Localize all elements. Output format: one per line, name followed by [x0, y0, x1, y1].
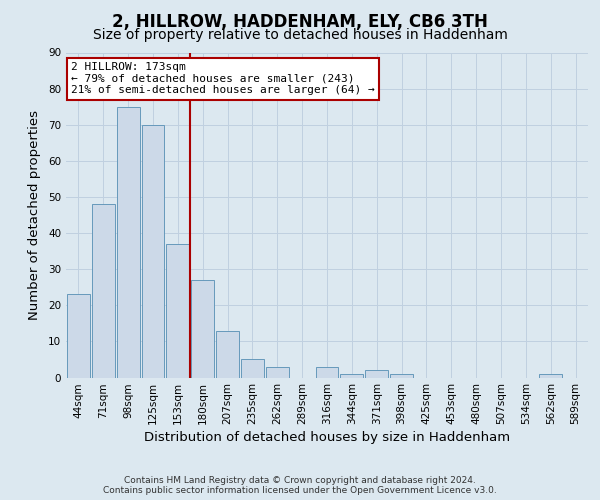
Bar	[117, 106, 140, 378]
Bar	[67, 294, 90, 378]
Bar	[142, 124, 164, 378]
Bar	[365, 370, 388, 378]
Text: Contains HM Land Registry data © Crown copyright and database right 2024.
Contai: Contains HM Land Registry data © Crown c…	[103, 476, 497, 495]
Bar	[266, 366, 289, 378]
Bar	[241, 360, 264, 378]
X-axis label: Distribution of detached houses by size in Haddenham: Distribution of detached houses by size …	[144, 432, 510, 444]
Bar	[390, 374, 413, 378]
Bar	[316, 366, 338, 378]
Bar	[191, 280, 214, 378]
Text: 2 HILLROW: 173sqm
← 79% of detached houses are smaller (243)
21% of semi-detache: 2 HILLROW: 173sqm ← 79% of detached hous…	[71, 62, 375, 96]
Text: 2, HILLROW, HADDENHAM, ELY, CB6 3TH: 2, HILLROW, HADDENHAM, ELY, CB6 3TH	[112, 12, 488, 30]
Y-axis label: Number of detached properties: Number of detached properties	[28, 110, 41, 320]
Bar	[340, 374, 363, 378]
Text: Size of property relative to detached houses in Haddenham: Size of property relative to detached ho…	[92, 28, 508, 42]
Bar	[216, 330, 239, 378]
Bar	[166, 244, 189, 378]
Bar	[92, 204, 115, 378]
Bar	[539, 374, 562, 378]
